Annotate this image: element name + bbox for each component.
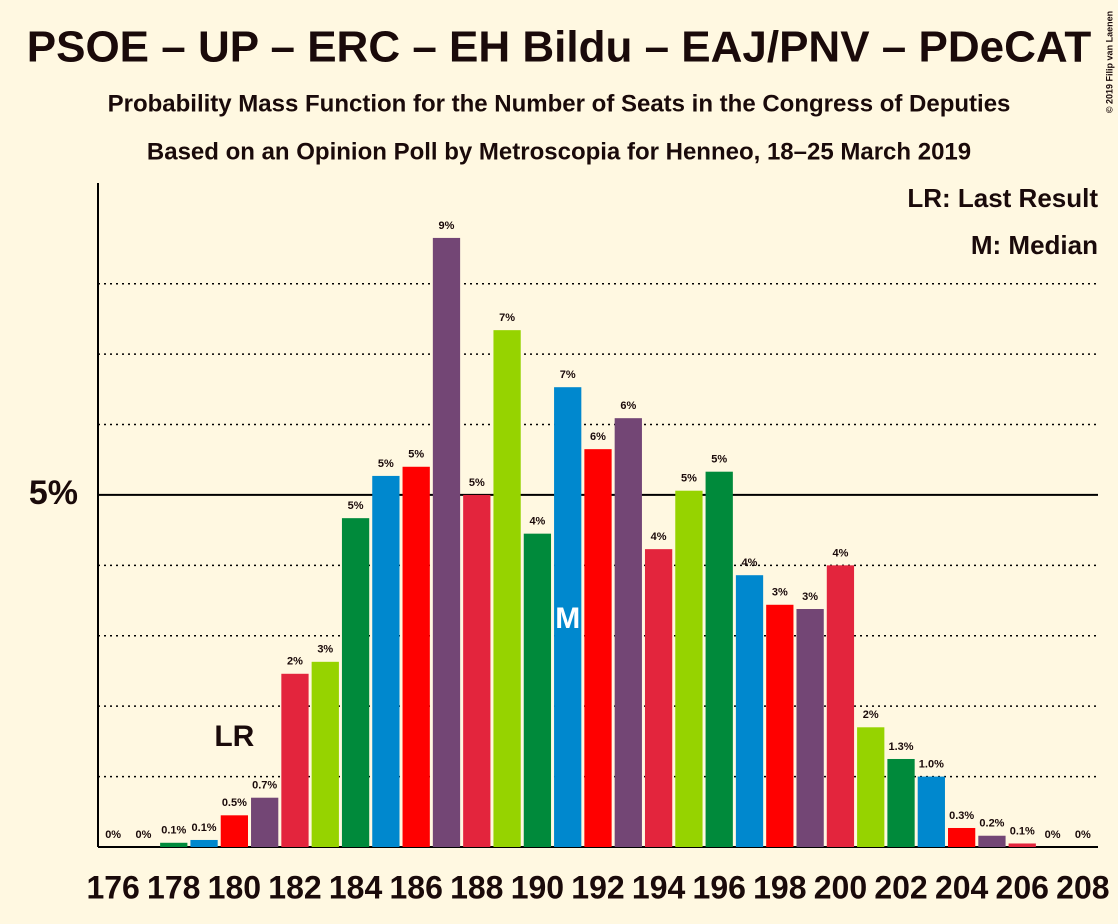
value-label: 5%: [378, 458, 394, 470]
value-label: 0.1%: [1010, 825, 1035, 837]
value-label: 5%: [681, 473, 697, 485]
value-label: 0.5%: [222, 797, 247, 809]
x-tick-label: 180: [208, 869, 261, 905]
bar: [978, 835, 1006, 847]
value-label: 3%: [772, 587, 788, 599]
value-label: 0%: [1045, 829, 1061, 841]
value-label: 9%: [439, 220, 455, 232]
x-tick-label: 202: [874, 869, 927, 905]
value-label: 7%: [499, 312, 515, 324]
value-label: 6%: [590, 431, 606, 443]
value-label: 0.1%: [192, 822, 217, 834]
value-label: 7%: [560, 369, 576, 381]
bar: [432, 237, 461, 847]
value-label: 4%: [529, 516, 545, 528]
y-tick-label: 5%: [29, 474, 78, 512]
copyright: © 2019 Filip van Laenen: [1104, 11, 1114, 113]
x-tick-label: 182: [268, 869, 321, 905]
bar: [735, 575, 764, 847]
bar: [251, 797, 279, 847]
bar: [160, 842, 188, 847]
bar: [644, 549, 673, 847]
annotation: LR: [214, 720, 254, 753]
value-label: 4%: [832, 547, 848, 559]
value-label: 0%: [105, 829, 121, 841]
bar: [857, 727, 885, 847]
value-label: 0%: [136, 829, 152, 841]
bar: [281, 673, 309, 847]
value-label: 2%: [287, 656, 303, 668]
bar: [705, 471, 733, 847]
x-tick-label: 196: [693, 869, 746, 905]
value-label: 5%: [348, 500, 364, 512]
value-label: 0.7%: [252, 780, 277, 792]
bar: [493, 330, 521, 847]
source-note: Based on an Opinion Poll by Metroscopia …: [147, 138, 971, 165]
bar: [614, 418, 642, 847]
bar: [554, 387, 582, 847]
bar: [826, 565, 855, 847]
bar: [372, 475, 400, 847]
bar: [311, 661, 339, 847]
x-tick-label: 188: [450, 869, 503, 905]
bar: [523, 533, 552, 847]
chart-subtitle: Probability Mass Function for the Number…: [108, 90, 1011, 117]
x-tick-label: 204: [935, 869, 989, 905]
x-tick-label: 206: [996, 869, 1049, 905]
bar: [1008, 843, 1036, 847]
bar: [887, 758, 915, 847]
bar: [948, 827, 976, 847]
bar: [463, 494, 491, 847]
x-tick-label: 208: [1056, 869, 1109, 905]
bar: [917, 776, 945, 847]
value-label: 3%: [317, 644, 333, 656]
chart-title: PSOE – UP – ERC – EH Bildu – EAJ/PNV – P…: [27, 23, 1092, 72]
value-label: 5%: [408, 449, 424, 461]
x-tick-label: 194: [632, 869, 686, 905]
value-label: 5%: [711, 454, 727, 466]
x-tick-label: 186: [389, 869, 442, 905]
legend-entry: M: Median: [971, 230, 1098, 260]
x-tick-label: 184: [329, 869, 383, 905]
bar: [190, 839, 218, 847]
value-label: 0%: [1075, 829, 1091, 841]
x-tick-label: 190: [511, 869, 564, 905]
x-tick-label: 200: [814, 869, 867, 905]
value-label: 5%: [469, 477, 485, 489]
legend-entry: LR: Last Result: [907, 183, 1098, 213]
x-tick-label: 192: [571, 869, 624, 905]
x-tick-label: 198: [753, 869, 806, 905]
annotation: M: [555, 602, 580, 635]
value-label: 6%: [620, 400, 636, 412]
bar: [675, 490, 703, 847]
x-tick-label: 178: [147, 869, 200, 905]
value-label: 4%: [742, 557, 758, 569]
bar: [766, 604, 794, 847]
value-label: 1.3%: [888, 741, 913, 753]
value-label: 2%: [863, 709, 879, 721]
value-label: 3%: [802, 591, 818, 603]
bar: [584, 449, 612, 847]
bar: [796, 609, 824, 847]
x-tick-label: 176: [86, 869, 139, 905]
value-label: 4%: [651, 531, 667, 543]
value-label: 0.3%: [949, 810, 974, 822]
bar: [402, 466, 430, 847]
value-label: 0.1%: [161, 825, 186, 837]
bar: [220, 815, 248, 847]
value-label: 1.0%: [919, 758, 944, 770]
value-label: 0.2%: [979, 818, 1004, 830]
bar: [341, 518, 370, 847]
